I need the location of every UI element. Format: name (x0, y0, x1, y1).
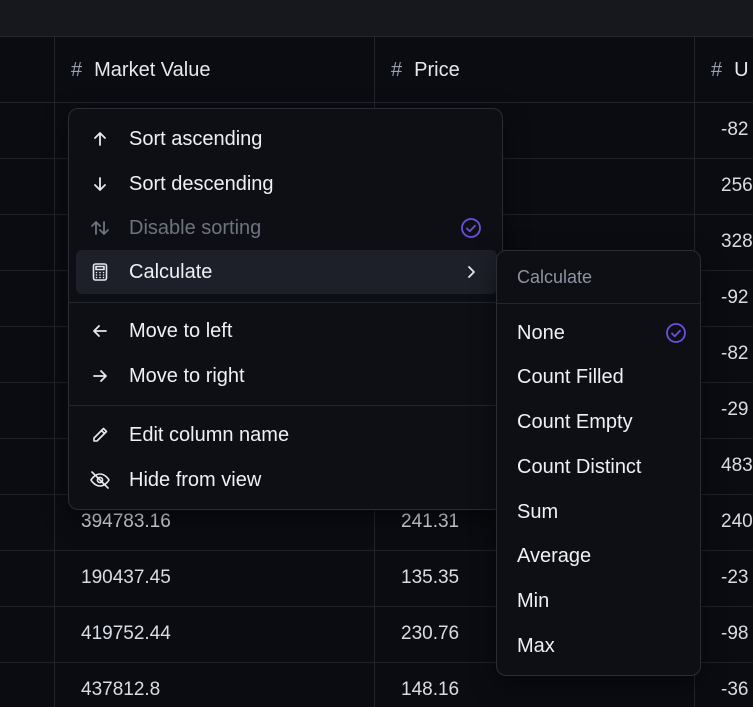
column-divider (54, 37, 55, 707)
check-circle-icon (665, 322, 687, 350)
menu-item-sort-descending[interactable]: Sort descending (76, 162, 497, 206)
table-cell[interactable]: -29 (721, 399, 749, 420)
calc-option-label: Average (517, 545, 592, 567)
check-circle-icon (459, 216, 483, 240)
column-header-u[interactable]: # U (711, 37, 749, 103)
calc-option-count-empty[interactable]: Count Empty (517, 411, 687, 434)
table-cell[interactable]: 148.16 (401, 679, 460, 700)
calc-option-label: None (517, 322, 565, 344)
column-header-label: Market Value (94, 58, 211, 81)
table-cell[interactable]: -36 (721, 679, 749, 700)
table-cell[interactable]: 394783.16 (81, 511, 171, 532)
menu-divider (497, 303, 700, 304)
menu-item-label: Disable sorting (129, 216, 262, 239)
menu-item-disable-sorting[interactable]: Disable sorting (76, 206, 497, 250)
arrow-left-icon (88, 319, 112, 343)
table-cell[interactable]: -82 (721, 343, 749, 364)
menu-item-move-left[interactable]: Move to left (76, 309, 497, 353)
calc-option-count-distinct[interactable]: Count Distinct (517, 456, 687, 479)
table-cell[interactable]: 241.31 (401, 511, 460, 532)
table-cell[interactable]: 328 (721, 231, 753, 252)
menu-item-label: Sort ascending (129, 127, 263, 150)
calc-option-label: Count Filled (517, 366, 624, 388)
menu-item-label: Calculate (129, 260, 213, 283)
calc-option-label: Max (517, 635, 555, 657)
menu-item-calculate[interactable]: Calculate (76, 250, 497, 294)
table-cell[interactable]: 240 (721, 511, 753, 532)
column-header-price[interactable]: # Price (391, 37, 460, 103)
calc-option-label: Count Distinct (517, 456, 642, 478)
row-divider (0, 662, 753, 663)
calc-option-label: Sum (517, 501, 559, 523)
pencil-icon (88, 423, 112, 447)
column-header-market-value[interactable]: # Market Value (71, 37, 210, 103)
number-type-icon: # (711, 58, 723, 81)
number-type-icon: # (71, 58, 83, 81)
calc-option-sum[interactable]: Sum (517, 501, 687, 524)
table-cell[interactable]: 419752.44 (81, 623, 171, 644)
menu-item-move-right[interactable]: Move to right (76, 354, 497, 398)
submenu-title: Calculate (517, 267, 593, 287)
row-divider (0, 550, 753, 551)
table-cell[interactable]: -92 (721, 287, 749, 308)
arrow-right-icon (88, 364, 112, 388)
calc-option-average[interactable]: Average (517, 545, 687, 568)
table-cell[interactable]: -98 (721, 623, 749, 644)
calc-option-label: Count Empty (517, 411, 633, 433)
arrow-up-icon (88, 127, 112, 151)
table-cell[interactable]: 230.76 (401, 623, 460, 644)
calc-option-count-filled[interactable]: Count Filled (517, 366, 687, 389)
arrow-down-icon (88, 172, 112, 196)
data-grid: # Market Value # Price # U -82 256 328 -… (0, 37, 753, 707)
menu-item-label: Hide from view (129, 468, 262, 491)
table-cell[interactable]: 437812.8 (81, 679, 161, 700)
calc-option-label: Min (517, 590, 550, 612)
column-header-label: Price (414, 58, 460, 81)
table-cell[interactable]: -82 (721, 119, 749, 140)
calculator-icon (88, 260, 112, 284)
menu-item-hide-from-view[interactable]: Hide from view (76, 458, 497, 502)
menu-item-edit-column-name[interactable]: Edit column name (76, 413, 497, 457)
column-context-menu: Sort ascending Sort descending Disable s… (68, 108, 503, 510)
menu-divider (69, 302, 502, 303)
menu-item-sort-ascending[interactable]: Sort ascending (76, 117, 497, 161)
sort-arrows-icon (88, 216, 112, 240)
table-cell[interactable]: -23 (721, 567, 749, 588)
grid-header-row: # Market Value # Price # U (0, 37, 753, 103)
menu-item-label: Move to left (129, 319, 233, 342)
menu-item-label: Sort descending (129, 172, 274, 195)
calc-option-min[interactable]: Min (517, 590, 687, 613)
calculate-submenu: Calculate None Count Filled Count Empty … (496, 250, 701, 676)
calc-option-max[interactable]: Max (517, 635, 687, 658)
table-cell[interactable]: 190437.45 (81, 567, 171, 588)
column-header-label: U (734, 58, 749, 81)
row-divider (0, 606, 753, 607)
chevron-right-icon (459, 260, 483, 284)
menu-divider (69, 405, 502, 406)
top-toolbar (0, 0, 753, 37)
eye-off-icon (88, 468, 112, 492)
table-cell[interactable]: 135.35 (401, 567, 460, 588)
menu-item-label: Move to right (129, 364, 245, 387)
table-cell[interactable]: 483 (721, 455, 753, 476)
menu-item-label: Edit column name (129, 423, 290, 446)
table-cell[interactable]: 256 (721, 175, 753, 196)
number-type-icon: # (391, 58, 403, 81)
calc-option-none[interactable]: None (517, 322, 687, 345)
